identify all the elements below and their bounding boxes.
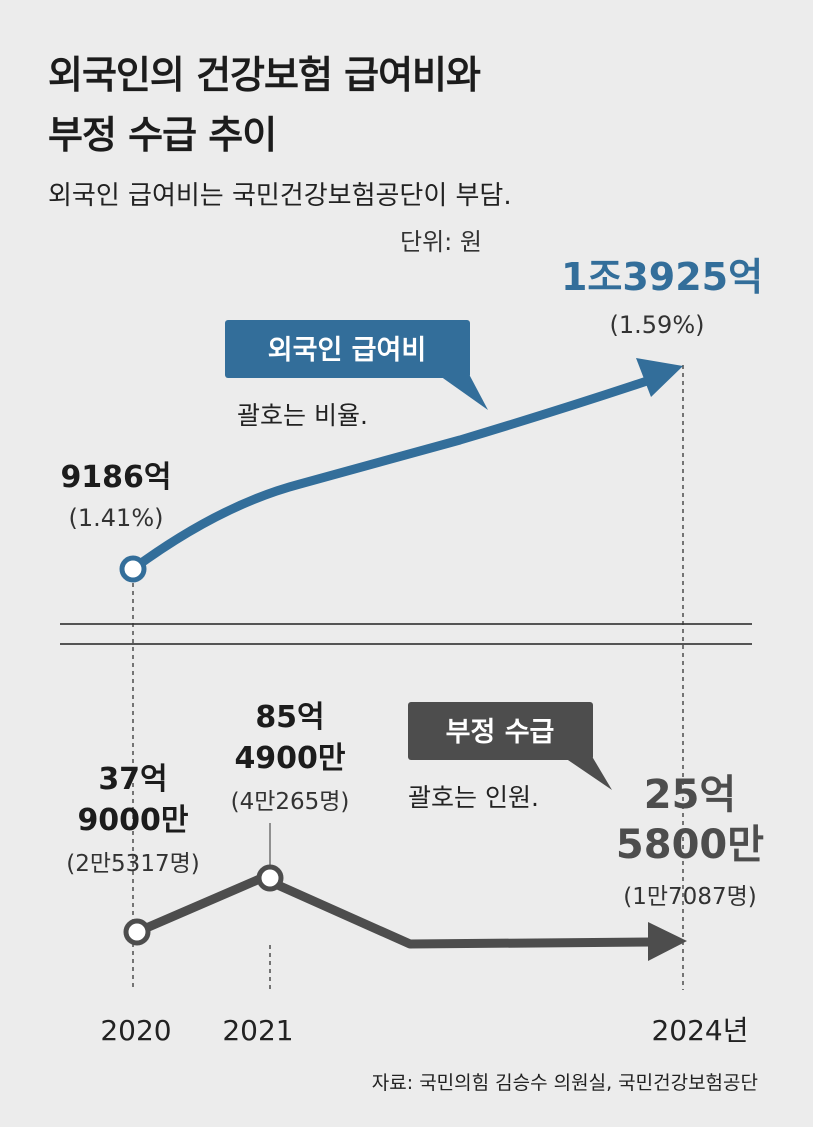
- chart-title-line1: 외국인의 건강보험 급여비와: [48, 53, 481, 97]
- data-label-fraud-2024-line2: 5800만: [616, 822, 764, 868]
- persons-label-fraud-2021: (4만265명): [231, 789, 350, 815]
- data-label-fraud-2020-line1: 37억: [98, 762, 167, 797]
- callout-benefit-tail: [440, 376, 488, 410]
- series-note-fraud: 괄호는 인원.: [408, 783, 539, 812]
- series-line-fraud: [135, 873, 653, 949]
- data-label-fraud-2021-line2: 4900만: [234, 741, 345, 776]
- callout-benefit: 외국인 급여비: [225, 320, 488, 410]
- series-line-benefit: [128, 375, 655, 574]
- data-label-benefit-2024: 1조3925억: [561, 255, 763, 299]
- callout-fraud-box: [408, 702, 593, 760]
- x-tick-label-2021: 2021: [222, 1014, 293, 1047]
- data-label-benefit-2020: 9186억: [60, 460, 171, 495]
- persons-label-fraud-2020: (2만5317명): [66, 851, 199, 877]
- callout-fraud: 부정 수급: [408, 702, 612, 790]
- callout-fraud-tail: [565, 758, 612, 790]
- series-arrow-fraud: [648, 922, 687, 961]
- ratio-label-benefit-2024: (1.59%): [610, 311, 705, 339]
- series-arrow-benefit: [636, 358, 683, 397]
- data-point-benefit-2020: [119, 555, 147, 583]
- callout-benefit-box: [225, 320, 470, 378]
- chart-title-line2-text: 부정 수급 추이: [48, 113, 277, 157]
- ratio-label-benefit-2020: (1.41%): [69, 504, 164, 532]
- source-note: 자료: 국민의힘 김승수 의원실, 국민건강보험공단: [371, 1072, 758, 1094]
- chart-subtitle: 외국인 급여비는 국민건강보험공단이 부담.: [48, 181, 512, 211]
- x-tick-label-2020: 2020: [100, 1014, 171, 1047]
- data-point-fraud-2020: [123, 918, 151, 946]
- data-label-fraud-2020-line2: 9000만: [77, 803, 188, 838]
- data-point-fraud-2021: [256, 864, 284, 892]
- series-label-benefit: 외국인 급여비: [268, 335, 426, 366]
- data-label-fraud-2024-line1: 25억: [644, 772, 736, 818]
- unit-label: 단위: 원: [400, 228, 482, 256]
- chart-title-line2: 부정 수급 추이 단위: 원: [48, 104, 482, 256]
- persons-label-fraud-2024: (1만7087명): [623, 884, 756, 910]
- series-note-benefit: 괄호는 비율.: [237, 401, 368, 430]
- data-label-fraud-2021-line1: 85억: [255, 700, 324, 735]
- series-label-fraud: 부정 수급: [446, 717, 555, 748]
- x-tick-label-2024: 2024년: [651, 1014, 748, 1047]
